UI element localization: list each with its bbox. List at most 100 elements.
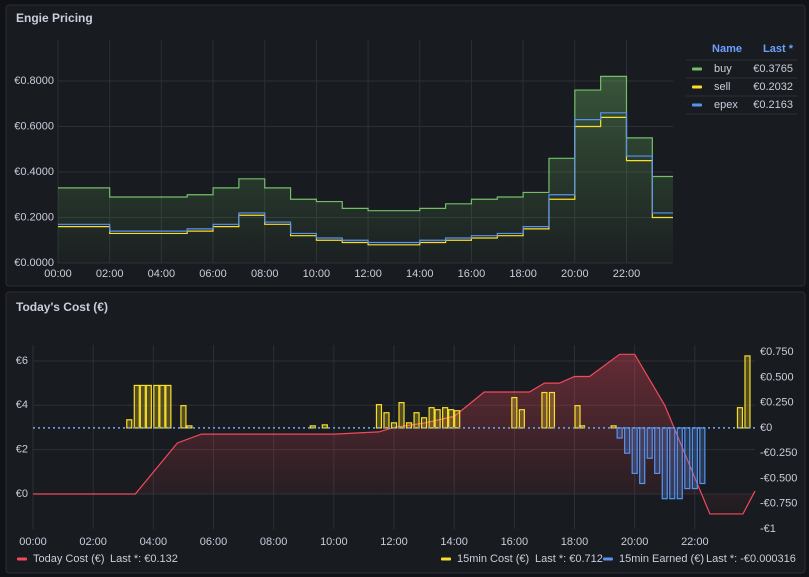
x-tick-label: 06:00 — [199, 268, 227, 280]
bar — [518, 409, 525, 429]
bar — [578, 425, 586, 429]
bar — [165, 384, 172, 429]
legend-header: Name — [712, 43, 742, 55]
x-tick-label: 16:00 — [458, 268, 486, 280]
y2-tick-label: €0.500 — [760, 371, 794, 383]
x-tick-label: 12:00 — [354, 268, 382, 280]
bar — [669, 427, 676, 500]
y-tick-label: €0.2000 — [14, 211, 54, 223]
x-tick-label: 04:00 — [140, 536, 168, 548]
y2-tick-label: -€1 — [760, 523, 776, 535]
bar — [676, 427, 683, 500]
y-tick-label: €4 — [16, 399, 28, 411]
x-tick-label: 08:00 — [251, 268, 279, 280]
bar — [398, 402, 405, 429]
bar — [511, 396, 518, 429]
bar — [375, 404, 383, 429]
bar — [541, 391, 548, 429]
y2-tick-label: -€0.750 — [760, 498, 797, 510]
x-tick-label: 02:00 — [79, 536, 107, 548]
x-tick-label: 08:00 — [260, 536, 288, 548]
line — [58, 112, 673, 244]
legend-swatch — [441, 557, 451, 561]
x-tick-label: 02:00 — [96, 268, 124, 280]
bar — [639, 427, 646, 485]
bar — [448, 409, 455, 429]
panel-title: Today's Cost (€) — [16, 300, 108, 314]
bar — [646, 427, 653, 459]
bar — [736, 407, 744, 429]
bar — [548, 391, 556, 429]
x-tick-label: 00:00 — [44, 268, 72, 280]
legend-name: 15min Cost (€) — [457, 553, 529, 565]
x-tick-label: 14:00 — [440, 536, 468, 548]
y-tick-label: €0.0000 — [14, 257, 54, 269]
bar — [661, 427, 668, 500]
y-tick-label: €0.6000 — [14, 120, 54, 132]
legend-swatch — [692, 85, 702, 89]
y-tick-label: €2 — [16, 444, 28, 456]
legend-name: epex — [714, 99, 738, 111]
bar — [616, 427, 623, 439]
bar — [434, 409, 441, 429]
bar — [153, 384, 160, 429]
bar — [405, 422, 413, 429]
bar — [126, 419, 133, 429]
line — [33, 353, 756, 515]
y-tick-label: €0.8000 — [14, 75, 54, 87]
line — [58, 75, 673, 212]
bar — [454, 410, 461, 429]
bar — [309, 425, 316, 429]
area — [58, 76, 673, 263]
x-tick-label: 00:00 — [19, 536, 47, 548]
legend-swatch — [692, 67, 702, 71]
y2-tick-label: -€0.250 — [760, 447, 797, 459]
x-tick-label: 22:00 — [613, 268, 641, 280]
legend-swatch — [603, 557, 613, 561]
bar — [420, 417, 428, 429]
bar — [654, 427, 661, 474]
bar — [744, 355, 751, 429]
legend-swatch — [692, 103, 702, 107]
bar — [145, 384, 152, 429]
legend-swatch — [17, 557, 27, 561]
bar — [624, 427, 631, 454]
bar — [428, 407, 435, 429]
y2-tick-label: €0.250 — [760, 397, 794, 409]
legend-name: sell — [714, 81, 731, 93]
bar — [691, 427, 698, 490]
x-tick-label: 10:00 — [320, 536, 348, 548]
y2-tick-label: €0.750 — [760, 346, 794, 358]
x-tick-label: 10:00 — [303, 268, 331, 280]
legend-header: Last * — [763, 43, 794, 55]
x-tick-label: 22:00 — [681, 536, 709, 548]
legend-value: €0.2163 — [753, 99, 793, 111]
y2-tick-label: -€0.500 — [760, 472, 797, 484]
x-tick-label: 16:00 — [501, 536, 529, 548]
x-tick-label: 12:00 — [380, 536, 408, 548]
area — [33, 354, 755, 514]
bar — [442, 407, 449, 429]
bar — [133, 384, 140, 429]
legend-name: Today Cost (€) — [33, 553, 105, 565]
y-tick-label: €0 — [16, 488, 28, 500]
y-tick-label: €6 — [16, 355, 28, 367]
x-tick-label: 14:00 — [406, 268, 434, 280]
bar — [180, 405, 187, 429]
y2-tick-label: €0 — [760, 422, 772, 434]
legend-name: 15min Earned (€) — [619, 553, 704, 565]
bar — [383, 412, 390, 429]
x-tick-label: 18:00 — [509, 268, 537, 280]
bar — [699, 427, 706, 485]
legend-value: Last *: €0.132 — [110, 553, 178, 565]
x-tick-label: 04:00 — [148, 268, 176, 280]
legend-name: buy — [714, 63, 732, 75]
x-tick-label: 18:00 — [561, 536, 589, 548]
x-tick-label: 06:00 — [200, 536, 228, 548]
bar — [631, 427, 638, 474]
panel-title: Engie Pricing — [16, 11, 93, 25]
bar — [684, 427, 691, 490]
legend-value: Last *: -€0.000316 — [706, 553, 796, 565]
